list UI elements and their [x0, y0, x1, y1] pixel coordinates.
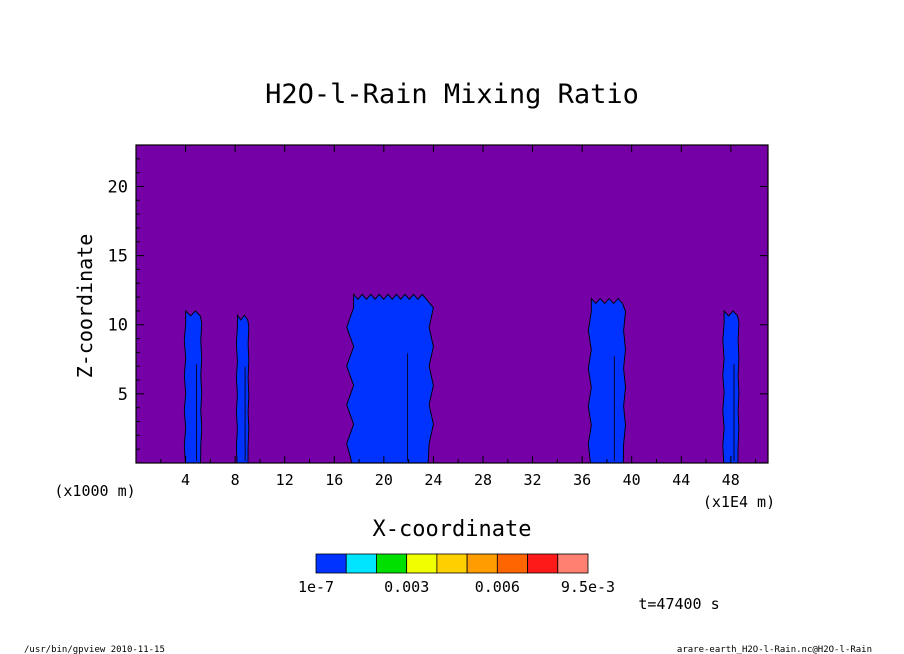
- x-tick-label: 20: [375, 471, 393, 489]
- colorbar: [315, 553, 589, 574]
- x-tick-label: 24: [424, 471, 442, 489]
- x-axis-unit: (x1E4 m): [703, 493, 775, 511]
- colorbar-swatch: [496, 553, 528, 574]
- y-tick-label: 20: [108, 177, 128, 197]
- x-tick-label: 8: [231, 471, 240, 489]
- rain-cells: [183, 293, 740, 464]
- x-tick-label: 4: [181, 471, 190, 489]
- rain-cell: [183, 309, 203, 464]
- y-tick-label: 10: [108, 316, 128, 336]
- x-tick-label: 44: [672, 471, 690, 489]
- x-tick-label: 28: [474, 471, 492, 489]
- rain-cell: [346, 293, 434, 464]
- rain-cell: [722, 309, 740, 464]
- x-tick-label: 16: [325, 471, 343, 489]
- x-tick-label: 36: [573, 471, 591, 489]
- footer-left: /usr/bin/gpview 2010-11-15: [24, 645, 165, 654]
- colorbar-swatch: [436, 553, 468, 574]
- x-tick-label: 12: [276, 471, 294, 489]
- chart-title: H2O-l-Rain Mixing Ratio: [265, 79, 639, 110]
- footer-right: arare-earth_H2O-l-Rain.nc@H2O-l-Rain: [677, 645, 872, 654]
- y-tick-label: 5: [118, 385, 128, 405]
- colorbar-swatch: [527, 553, 559, 574]
- colorbar-label: 1e-7: [298, 578, 334, 596]
- colorbar-swatch: [345, 553, 377, 574]
- y-tick-label: 15: [108, 247, 128, 267]
- colorbar-labels: 1e-7 0.003 0.006 9.5e-3: [298, 578, 615, 596]
- y-axis-unit: (x1000 m): [54, 482, 135, 500]
- colorbar-swatch: [466, 553, 498, 574]
- time-stamp: t=47400 s: [638, 595, 719, 613]
- y-axis-label: Z-coordinate: [73, 234, 97, 379]
- rain-cell: [587, 297, 626, 464]
- rain-cell: [235, 313, 250, 464]
- x-axis-label: X-coordinate: [373, 517, 532, 542]
- colorbar-label: 0.006: [475, 578, 520, 596]
- colorbar-swatch: [557, 553, 589, 574]
- colorbar-swatch: [376, 553, 408, 574]
- x-tick-label: 48: [722, 471, 740, 489]
- x-tick-label: 40: [623, 471, 641, 489]
- colorbar-label: 9.5e-3: [561, 578, 615, 596]
- x-tick-label: 32: [524, 471, 542, 489]
- plot-background: [136, 145, 768, 463]
- colorbar-label: 0.003: [384, 578, 429, 596]
- plot-frame: [135, 144, 769, 464]
- colorbar-swatch: [406, 553, 438, 574]
- colorbar-swatch: [315, 553, 347, 574]
